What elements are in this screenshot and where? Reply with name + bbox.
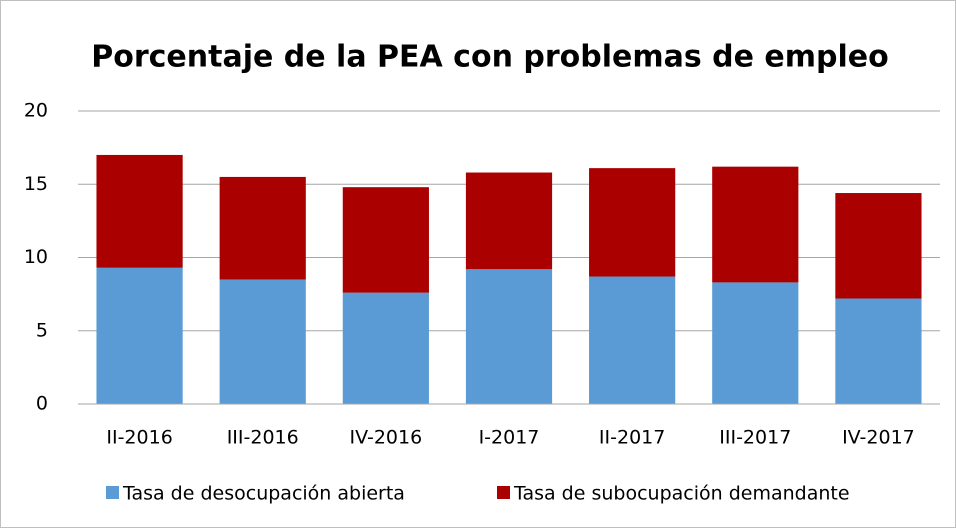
bar bbox=[589, 276, 676, 404]
x-tick-label: IV-2016 bbox=[350, 427, 423, 449]
bar bbox=[835, 298, 922, 404]
y-tick-label: 20 bbox=[24, 100, 48, 122]
bar bbox=[835, 193, 922, 299]
y-tick-label: 0 bbox=[36, 393, 48, 415]
x-tick-label: II-2016 bbox=[106, 427, 172, 449]
legend-swatch bbox=[106, 486, 119, 499]
bar bbox=[589, 168, 676, 277]
y-tick-label: 15 bbox=[24, 173, 48, 195]
x-tick-label: I-2017 bbox=[479, 427, 540, 449]
bar bbox=[219, 279, 306, 404]
y-tick-label: 5 bbox=[36, 319, 48, 341]
bar bbox=[96, 154, 183, 268]
legend-swatch bbox=[497, 486, 510, 499]
x-tick-label: IV-2017 bbox=[842, 427, 915, 449]
bar bbox=[342, 187, 429, 293]
bar bbox=[465, 172, 553, 270]
bar bbox=[712, 282, 799, 404]
x-tick-label: III-2016 bbox=[227, 427, 299, 449]
bar bbox=[96, 267, 183, 404]
x-tick-label: II-2017 bbox=[599, 427, 665, 449]
bar bbox=[465, 269, 553, 404]
legend-label: Tasa de subocupación demandante bbox=[513, 483, 850, 505]
y-tick-label: 10 bbox=[24, 246, 48, 268]
bar bbox=[342, 292, 429, 404]
legend-label: Tasa de desocupación abierta bbox=[122, 483, 405, 505]
chart-title: Porcentaje de la PEA con problemas de em… bbox=[91, 40, 889, 75]
bar bbox=[219, 176, 306, 280]
bar bbox=[712, 166, 799, 283]
x-tick-label: III-2017 bbox=[719, 427, 791, 449]
